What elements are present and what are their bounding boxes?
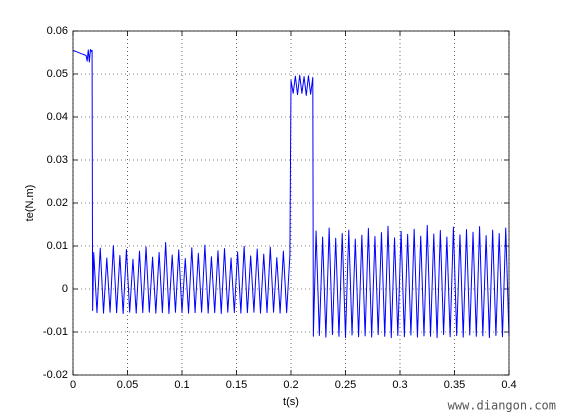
y-tick-label: -0.01 (43, 326, 68, 338)
watermark: www.diangon.com (448, 399, 556, 413)
y-tick-label: 0.02 (47, 197, 68, 209)
axes-box (72, 30, 510, 376)
x-tick-label: 0.05 (117, 379, 138, 391)
series-line (72, 48, 510, 339)
x-tick-label: 0.1 (174, 379, 189, 391)
x-tick-label: 0 (70, 379, 76, 391)
y-tick-label: 0.05 (47, 68, 68, 80)
x-axis-label: t(s) (283, 396, 299, 408)
y-axis-label: te(N.m) (24, 185, 36, 222)
x-tick-label: 0.3 (392, 379, 407, 391)
y-tick-label: 0.03 (47, 154, 68, 166)
y-tick-label: 0.01 (47, 240, 68, 252)
y-tick-label: -0.02 (43, 369, 68, 381)
y-tick-label: 0.04 (47, 111, 68, 123)
x-tick-label: 0.25 (335, 379, 356, 391)
x-tick-label: 0.4 (501, 379, 516, 391)
x-tick-label: 0.15 (226, 379, 247, 391)
x-tick-label: 0.2 (283, 379, 298, 391)
y-tick-label: 0.06 (47, 25, 68, 37)
y-tick-label: 0 (62, 283, 68, 295)
x-tick-label: 0.35 (444, 379, 465, 391)
